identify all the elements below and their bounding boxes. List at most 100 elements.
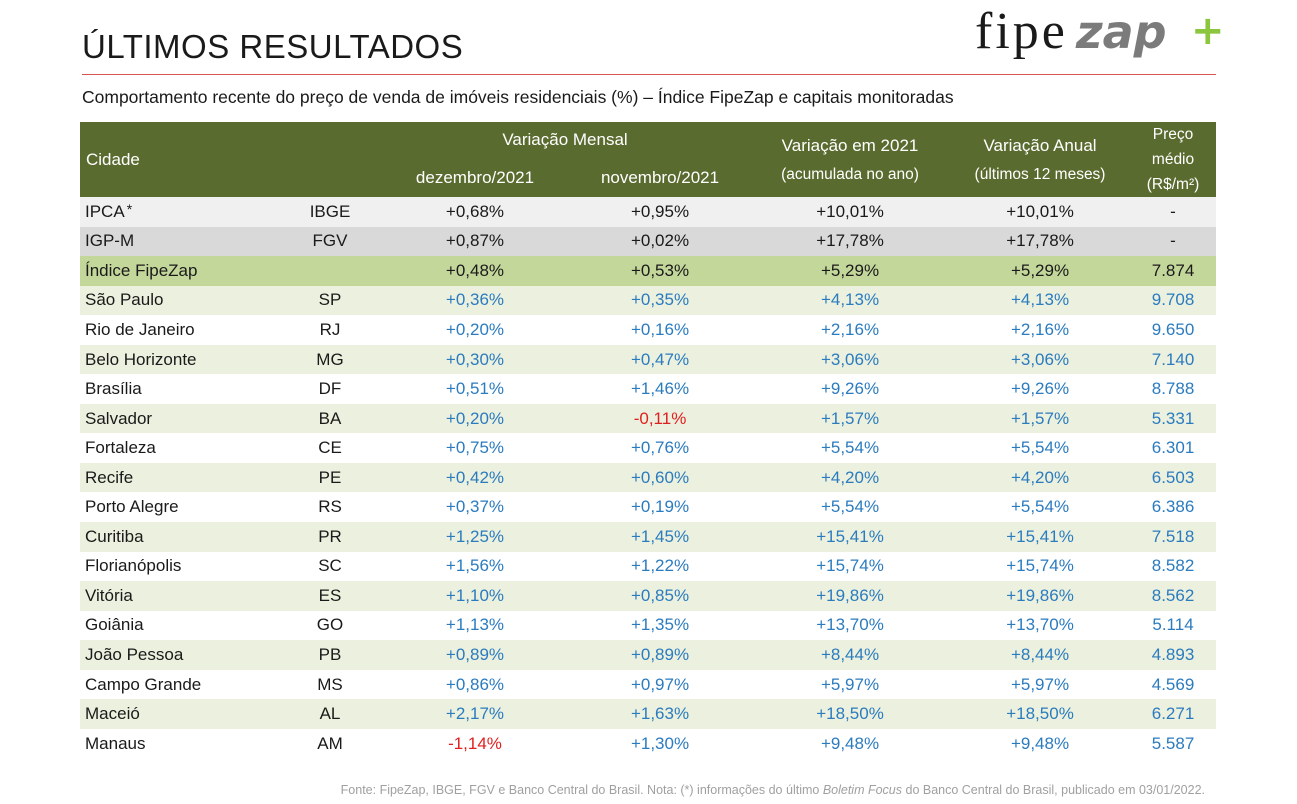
cell-annual: +4,20% xyxy=(950,462,1131,493)
cell-dec: +0,42% xyxy=(380,462,570,493)
cell-annual: +13,70% xyxy=(1006,615,1074,635)
table-row: Salvador BA +0,20% -0,11% +1,57% +1,57% 5.331 xyxy=(80,403,1217,434)
cell-price: 5.331 xyxy=(1130,403,1217,434)
header-annual: Variação Anual (últimos 12 meses) xyxy=(950,122,1131,197)
header-annual-sub: (últimos 12 meses) xyxy=(974,165,1106,183)
cell-price: 7.874 xyxy=(1130,256,1217,286)
city-name: Porto Alegre xyxy=(85,497,179,517)
cell-source: GO xyxy=(316,615,344,635)
cell-dec: +0,20% xyxy=(380,403,570,434)
logo-plus-icon: + xyxy=(1191,8,1225,54)
cell-annual: +17,78% xyxy=(950,226,1131,257)
cell-nov: +0,95% xyxy=(570,197,751,227)
city-name: Curitiba xyxy=(85,526,144,546)
header-annual-label: Variação Anual xyxy=(983,135,1097,155)
cell-nov: +1,63% xyxy=(570,699,751,729)
cell-city: IGP-M xyxy=(80,226,280,257)
city-name: Vitória xyxy=(85,585,133,605)
cell-city: Campo Grande xyxy=(80,670,280,700)
table-row: IGP-M FGV +0,87% +0,02% +17,78% +17,78% - xyxy=(80,226,1217,257)
cell-source: AM xyxy=(317,733,343,753)
cell-ytd: +8,44% xyxy=(750,640,951,670)
cell-nov: +1,22% xyxy=(630,556,690,576)
cell-ytd: +9,48% xyxy=(820,733,880,753)
cell-annual: +10,01% xyxy=(950,197,1131,227)
cell-nov: +1,35% xyxy=(630,615,690,635)
cell-city: Maceió xyxy=(80,699,280,729)
cell-nov: +0,60% xyxy=(570,462,751,493)
cell-city: Florianópolis xyxy=(80,552,280,582)
cell-source: RJ xyxy=(319,319,341,339)
cell-dec: +0,48% xyxy=(380,256,570,286)
cell-city: Vitória xyxy=(80,581,280,611)
cell-price: - xyxy=(1130,197,1217,227)
city-name: João Pessoa xyxy=(85,644,184,664)
cell-ytd: +15,74% xyxy=(816,556,884,576)
cell-price: 8.788 xyxy=(1151,379,1195,399)
city-name: Campo Grande xyxy=(85,674,202,694)
cell-ytd: +2,16% xyxy=(820,319,880,339)
cell-dec: +0,86% xyxy=(445,674,505,694)
header-dec: dezembro/2021 xyxy=(380,158,570,197)
cell-source xyxy=(280,256,380,286)
cell-source: SP xyxy=(280,285,380,316)
footnote: Fonte: FipeZap, IBGE, FGV e Banco Centra… xyxy=(341,783,1205,797)
cell-nov: +0,85% xyxy=(570,581,751,611)
header-ytd: Variação em 2021 (acumulada no ano) xyxy=(750,122,951,197)
cell-dec: +1,13% xyxy=(445,615,505,635)
cell-dec: +0,51% xyxy=(445,379,505,399)
cell-ytd: +9,26% xyxy=(820,379,880,399)
table-row: São Paulo SP +0,36% +0,35% +4,13% +4,13% 9.708 xyxy=(80,285,1217,316)
footnote-text: Fonte: FipeZap, IBGE, FGV e Banco Centra… xyxy=(340,783,823,797)
cell-nov: +0,47% xyxy=(570,344,751,375)
page-title: ÚLTIMOS RESULTADOS xyxy=(82,28,464,65)
cell-price: 8.582 xyxy=(1151,556,1195,576)
logo-zap-text: zap xyxy=(1075,5,1167,59)
cell-dec: +0,75% xyxy=(445,438,505,458)
cell-ytd: +18,50% xyxy=(750,699,951,729)
cell-annual: +3,06% xyxy=(950,344,1131,375)
cell-city: Fortaleza xyxy=(80,433,280,463)
cell-dec: +1,10% xyxy=(380,581,570,611)
table-row: Porto Alegre RS +0,37% +0,19% +5,54% +5,54% 6.… xyxy=(80,492,1216,522)
cell-nov: -0,11% xyxy=(570,403,751,434)
table-row: Fortaleza CE +0,75% +0,76% +5,54% +5,54% 6.301 xyxy=(80,433,1216,463)
cell-ytd: +15,41% xyxy=(750,522,951,552)
cell-ytd: +1,57% xyxy=(750,403,951,434)
cell-dec: +0,20% xyxy=(445,319,505,339)
cell-source: CE xyxy=(318,438,342,458)
header-price: Preço médio (R$/m²) xyxy=(1130,122,1217,197)
header-price-sub: (R$/m²) xyxy=(1146,176,1200,193)
table-row: João Pessoa PB +0,89% +0,89% +8,44% +8,44% 4.8… xyxy=(80,640,1217,670)
header-city: Cidade xyxy=(80,122,380,197)
cell-price: 6.386 xyxy=(1151,497,1195,517)
cell-city: Goiânia xyxy=(80,611,280,641)
cell-nov: +0,16% xyxy=(630,319,690,339)
cell-price: 4.893 xyxy=(1130,640,1217,670)
cell-source: MG xyxy=(280,344,380,375)
cell-city: Rio de Janeiro xyxy=(80,315,280,345)
cell-source: PE xyxy=(280,462,380,493)
city-name: Rio de Janeiro xyxy=(85,319,195,339)
cell-ytd: +3,06% xyxy=(750,344,951,375)
cell-ytd: +5,29% xyxy=(750,256,951,286)
table-row: Curitiba PR +1,25% +1,45% +15,41% +15,41% 7.51… xyxy=(80,522,1217,552)
cell-ytd: +5,54% xyxy=(820,497,880,517)
cell-nov: +0,53% xyxy=(570,256,751,286)
cell-annual: +15,74% xyxy=(1006,556,1074,576)
results-table: Cidade Variação Mensal Variação em 2021 … xyxy=(80,122,1217,758)
cell-annual: +8,44% xyxy=(950,640,1131,670)
logo-fipe-text: fipe xyxy=(975,3,1068,60)
cell-annual: +18,50% xyxy=(950,699,1131,729)
table-row: Rio de Janeiro RJ +0,20% +0,16% +2,16% +2,16%… xyxy=(80,315,1216,345)
cell-annual: +5,54% xyxy=(1010,497,1070,517)
city-name: Salvador xyxy=(85,408,153,428)
city-name: Belo Horizonte xyxy=(85,349,197,369)
cell-ytd: +4,20% xyxy=(750,462,951,493)
table-row: Florianópolis SC +1,56% +1,22% +15,74% +15,74… xyxy=(80,552,1216,582)
cell-annual: +5,29% xyxy=(950,256,1131,286)
cell-city: Belo Horizonte xyxy=(80,344,280,375)
cell-source: PR xyxy=(280,522,380,552)
city-name: Maceió xyxy=(85,704,140,724)
cell-source: IBGE xyxy=(280,197,380,227)
